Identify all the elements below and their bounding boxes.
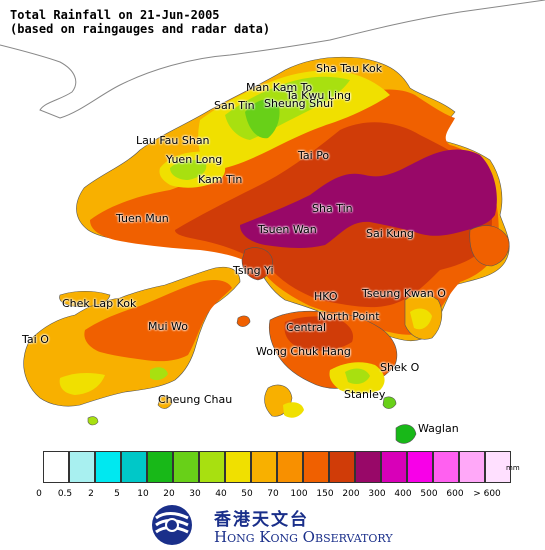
place-label-san-tin: San Tin	[214, 99, 255, 112]
place-label-tsing-yi: Tsing Yi	[233, 264, 274, 277]
hko-logo-emblem-icon	[152, 505, 192, 545]
lamma-rain-40mm	[283, 402, 304, 418]
rain-band-30mm-yuen-long	[170, 160, 207, 180]
waglan-island	[395, 424, 417, 444]
place-label-shek-o: Shek O	[380, 361, 420, 374]
legend-color-box	[459, 451, 485, 483]
legend-tick-label: 150	[316, 489, 334, 499]
rain-band-20mm-san-tin	[245, 99, 280, 139]
hko-logo-english: Hong Kong Observatory	[214, 528, 393, 546]
lantau-rain-30mm	[150, 367, 168, 381]
legend-tick-label: 5	[114, 489, 120, 499]
legend-tick-label: 40	[215, 489, 227, 499]
place-label-sai-kung: Sai Kung	[366, 227, 414, 240]
legend-tick-label: 300	[368, 489, 386, 499]
place-label-tai-po: Tai Po	[298, 149, 330, 162]
chek-lap-kok-island	[59, 290, 111, 307]
hk-island-rain-30mm-south	[345, 368, 370, 384]
lantau-rain-40mm-south	[59, 373, 105, 395]
place-label-tsuen-wan: Tsuen Wan	[258, 223, 317, 236]
legend-tick-label: 0	[36, 489, 42, 499]
place-label-kam-tin: Kam Tin	[198, 173, 243, 186]
legend-color-box	[121, 451, 147, 483]
legend-color-box	[329, 451, 355, 483]
legend-tick-label: 70	[267, 489, 279, 499]
map-subtitle: (based on raingauges and radar data)	[10, 22, 271, 36]
place-label-central: Central	[286, 321, 327, 334]
place-label-mui-wo: Mui Wo	[148, 320, 188, 333]
legend-tick-label: > 600	[473, 489, 501, 499]
legend-tick-label: 30	[189, 489, 201, 499]
legend-color-box	[69, 451, 95, 483]
place-label-man-kam-to: Man Kam To	[246, 81, 313, 94]
legend-color-box	[199, 451, 225, 483]
legend-tick-label: 0.5	[57, 489, 73, 499]
legend-tick-label: 20	[163, 489, 175, 499]
shenzhen-coastline	[0, 0, 545, 119]
cheung-chau-island	[157, 395, 173, 409]
legend-tick-label: 100	[290, 489, 308, 499]
place-label-tseung-kwan-o: Tseung Kwan O	[362, 287, 446, 300]
place-label-cheung-chau: Cheung Chau	[158, 393, 233, 406]
soko-islands	[87, 416, 99, 426]
hk-island-rain-100mm	[284, 316, 354, 351]
legend-color-box	[251, 451, 277, 483]
legend-color-box	[381, 451, 407, 483]
legend-tick-label: 400	[394, 489, 412, 499]
legend-color-box	[225, 451, 251, 483]
legend-color-box	[485, 451, 511, 483]
place-label-chek-lap-kok: Chek Lap Kok	[62, 297, 137, 310]
legend-tick-label: 2	[88, 489, 94, 499]
legend-tick-label: 600	[446, 489, 464, 499]
legend-color-box	[173, 451, 199, 483]
map-title: Total Rainfall on 21-Jun-2005	[10, 8, 220, 22]
lantau-rain-70mm	[84, 280, 232, 362]
place-label-sha-tau-kok: Sha Tau Kok	[316, 62, 383, 75]
legend-tick-label: 10	[137, 489, 149, 499]
east-island-group	[469, 225, 510, 267]
clear-water-bay-rain-40mm	[410, 308, 432, 330]
place-label-stanley: Stanley	[344, 388, 386, 401]
place-label-ta-kwu-ling: Ta Kwu Ling	[286, 89, 351, 102]
rain-band-40mm-north	[198, 70, 390, 170]
rain-band-150mm	[240, 149, 497, 249]
legend-color-box	[43, 451, 69, 483]
legend-color-box	[407, 451, 433, 483]
legend-color-box	[147, 451, 173, 483]
place-label-north-point: North Point	[318, 310, 380, 323]
place-label-wong-chuk-hang: Wong Chuk Hang	[256, 345, 351, 358]
hko-logo-chinese: 香港天文台	[214, 510, 309, 530]
place-label-sheung-shui: Sheung Shui	[264, 97, 334, 110]
place-label-waglan: Waglan	[418, 422, 459, 435]
place-label-tai-o: Tai O	[22, 333, 49, 346]
place-label-yuen-long: Yuen Long	[166, 153, 223, 166]
tsing-yi-island	[241, 247, 273, 281]
legend-color-box	[433, 451, 459, 483]
place-label-hko: HKO	[314, 290, 338, 303]
place-label-tuen-mun: Tuen Mun	[116, 212, 169, 225]
legend-color-box	[277, 451, 303, 483]
legend-color-box	[95, 451, 121, 483]
legend-tick-label: 200	[342, 489, 360, 499]
legend-tick-label: 50	[241, 489, 253, 499]
po-toi-island	[382, 396, 397, 409]
legend-tick-label: 500	[420, 489, 438, 499]
legend-color-box	[355, 451, 381, 483]
legend-unit: mm	[506, 464, 520, 472]
legend-color-box	[303, 451, 329, 483]
place-label-sha-tin: Sha Tin	[312, 202, 353, 215]
place-label-lau-fau-shan: Lau Fau Shan	[136, 134, 210, 147]
peng-chau-island	[236, 315, 251, 327]
